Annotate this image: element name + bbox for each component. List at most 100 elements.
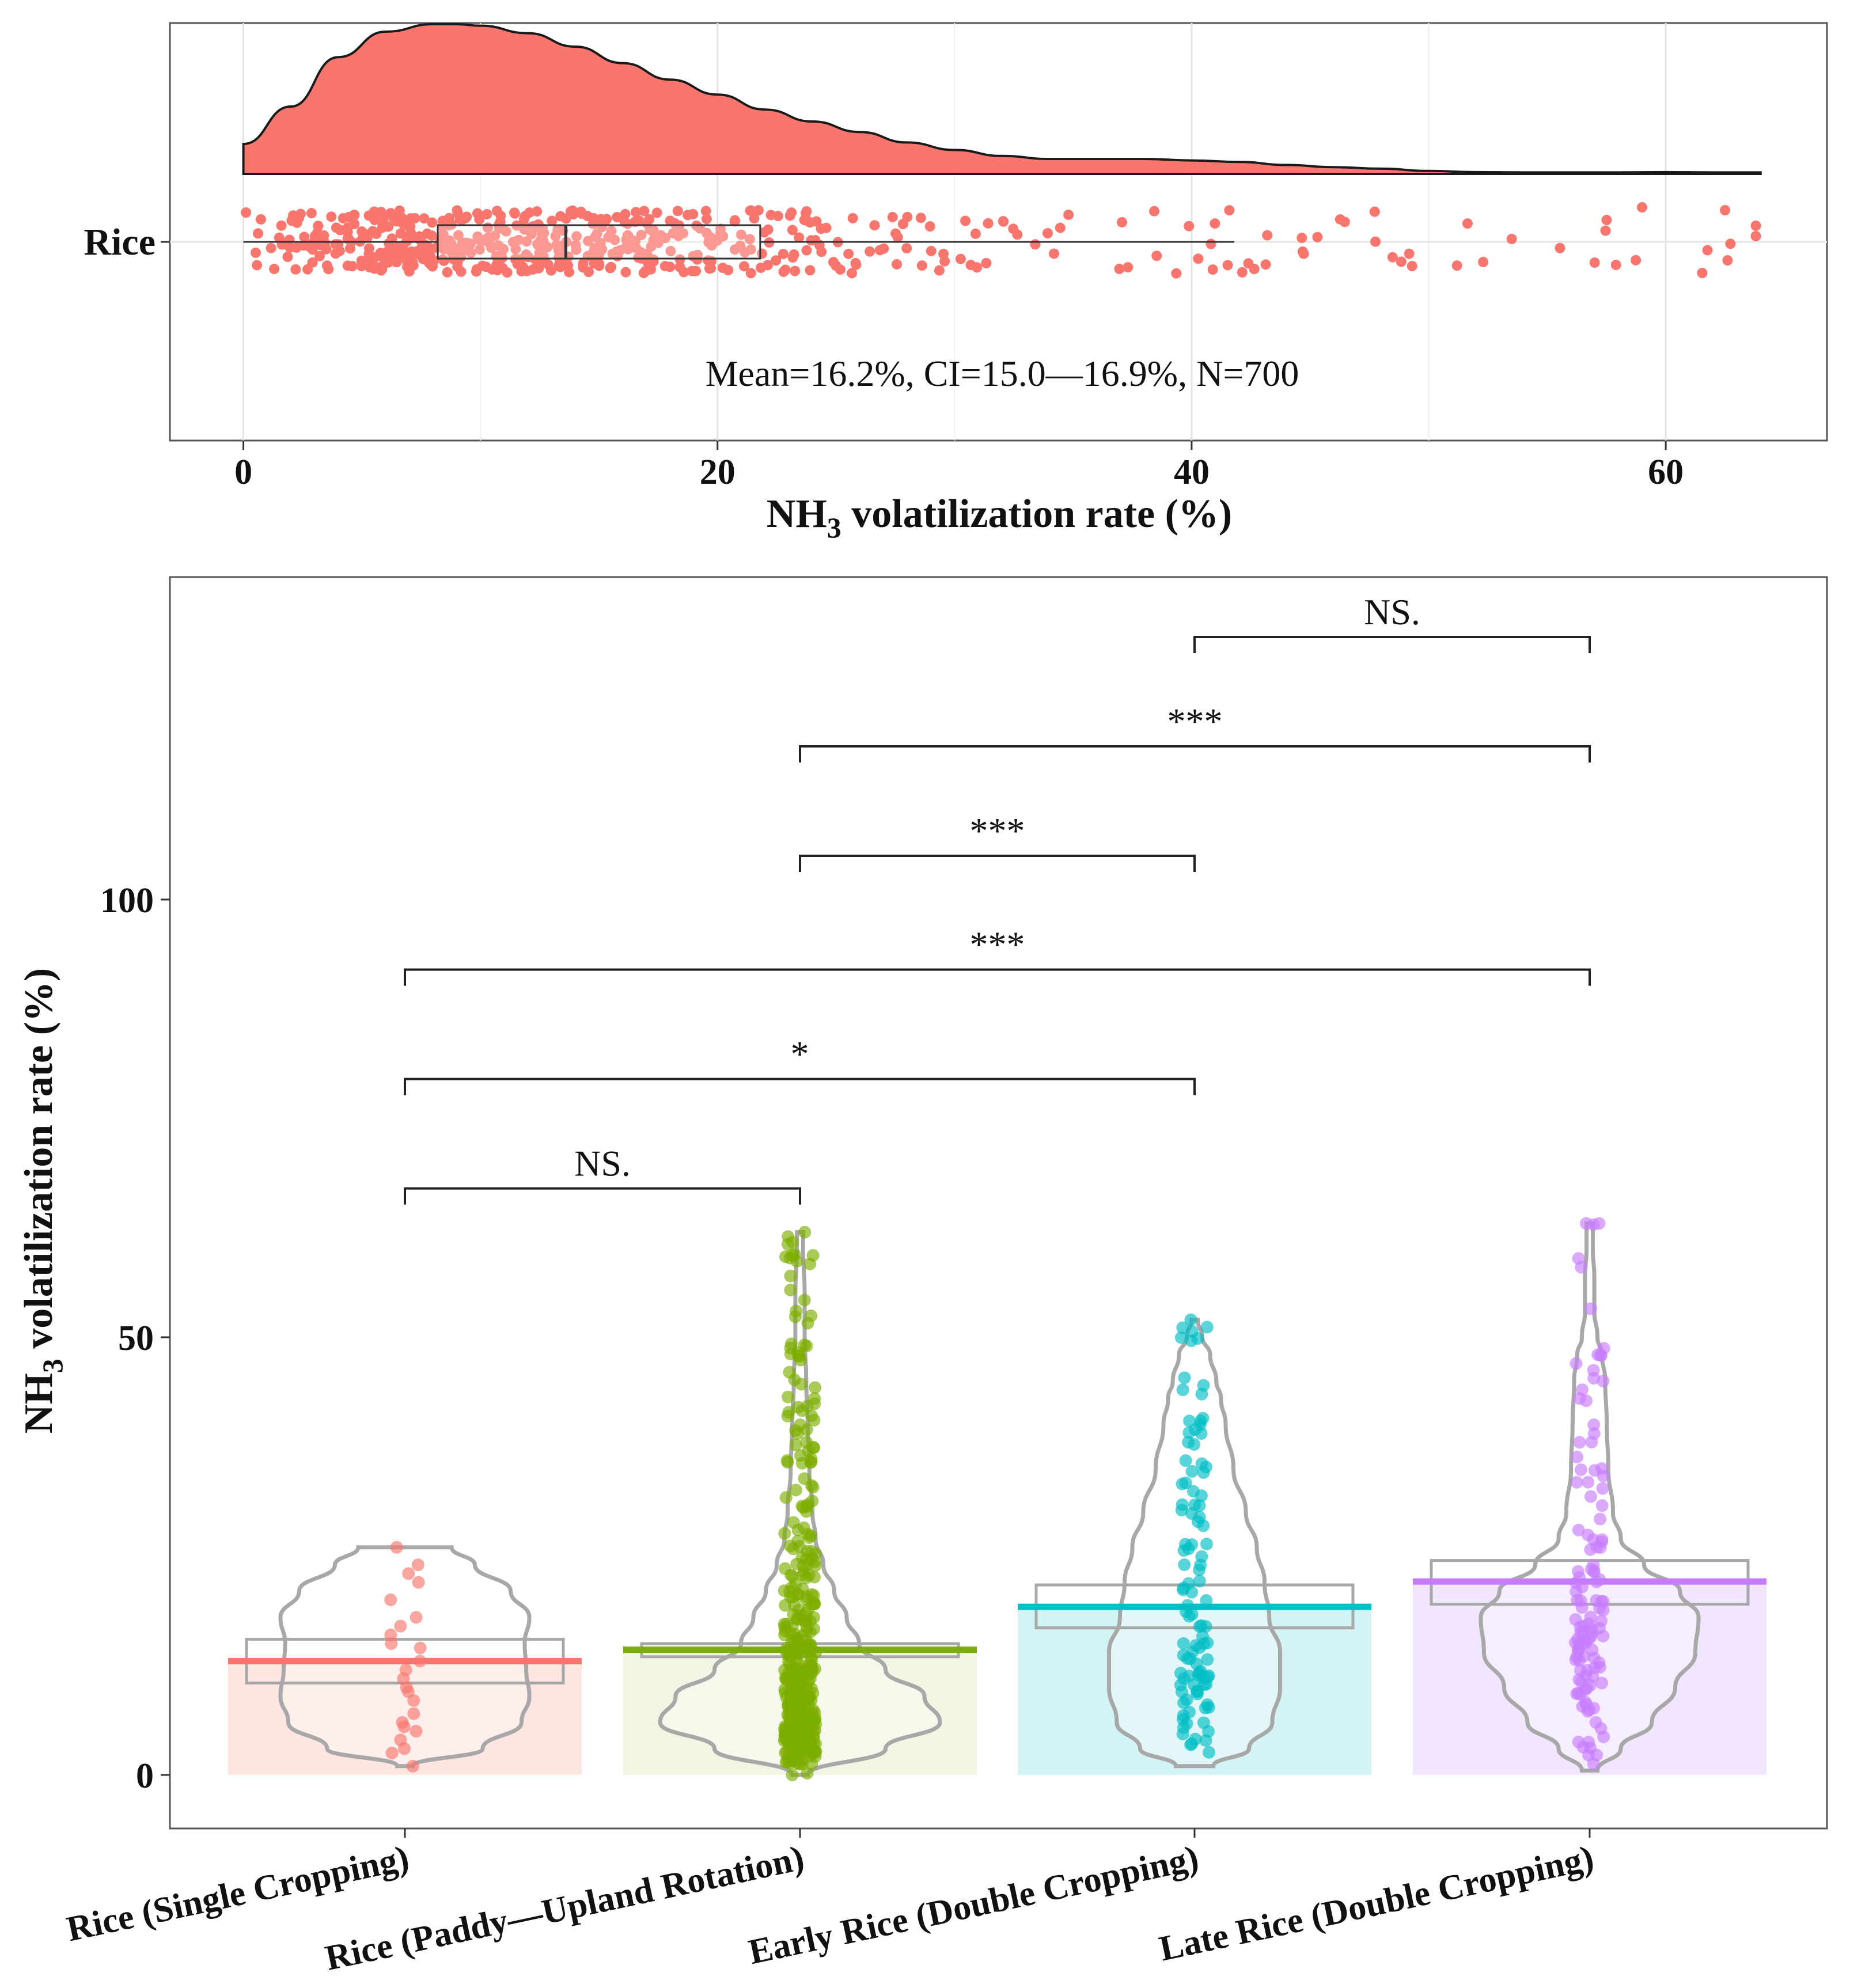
data-point: [955, 253, 966, 264]
data-point: [749, 213, 760, 224]
data-point: [418, 253, 429, 264]
data-point: [960, 215, 971, 226]
data-point: [798, 1293, 811, 1307]
data-point: [745, 205, 756, 216]
data-point: [465, 247, 476, 258]
data-point: [252, 260, 263, 271]
comparison-bracket: *: [404, 1034, 1196, 1095]
data-point: [491, 206, 502, 217]
data-point: [1195, 1457, 1208, 1470]
data-point: [369, 263, 380, 274]
data-point: [806, 1249, 820, 1262]
data-point: [486, 242, 497, 253]
data-point: [407, 1707, 420, 1720]
data-point: [252, 228, 263, 239]
data-point: [784, 1269, 797, 1283]
data-point: [648, 235, 659, 246]
data-point: [801, 206, 812, 217]
data-point: [1585, 1623, 1598, 1636]
data-point: [391, 257, 402, 268]
data-point: [787, 252, 798, 263]
data-point: [700, 206, 711, 217]
data-point: [729, 216, 740, 227]
data-point: [446, 238, 457, 249]
data-point: [786, 1249, 799, 1262]
bracket-line: [799, 855, 1196, 872]
data-point: [790, 265, 801, 276]
data-point: [1186, 1485, 1200, 1498]
data-point: [1193, 1564, 1206, 1577]
data-point: [753, 205, 764, 216]
data-point: [518, 261, 529, 272]
data-point: [1200, 1537, 1214, 1550]
data-point: [1574, 1664, 1587, 1677]
data-point: [1610, 260, 1621, 270]
data-point: [796, 1757, 809, 1770]
data-point: [828, 257, 839, 268]
data-point: [1048, 248, 1059, 259]
bracket-line: [799, 745, 1591, 762]
data-point: [553, 252, 564, 263]
data-point: [1587, 1565, 1601, 1579]
data-point: [1174, 1678, 1187, 1691]
data-point: [805, 1409, 818, 1422]
data-point: [793, 1350, 806, 1363]
data-point: [1407, 261, 1417, 271]
data-point: [1176, 1321, 1189, 1334]
data-point: [744, 234, 755, 245]
data-point: [547, 215, 558, 226]
significance-label: ***: [1167, 701, 1223, 742]
data-point: [1201, 1653, 1214, 1666]
data-point: [902, 211, 913, 222]
data-point: [537, 223, 548, 234]
data-point: [480, 261, 491, 272]
data-point: [1185, 1507, 1198, 1520]
data-point: [924, 221, 935, 232]
x-tick-label: 20: [700, 453, 736, 492]
data-point: [611, 246, 622, 257]
data-point: [349, 218, 360, 229]
data-point: [1189, 1639, 1203, 1652]
data-point: [1636, 202, 1647, 213]
data-point: [1572, 1523, 1585, 1536]
data-point: [1224, 205, 1235, 216]
comparison-bracket: ***: [799, 810, 1196, 872]
data-point: [571, 244, 582, 255]
data-point: [402, 257, 413, 268]
violin-outline: [278, 1545, 532, 1769]
data-point: [794, 232, 805, 243]
data-point: [1595, 1535, 1608, 1549]
data-point: [1200, 1321, 1214, 1334]
data-point: [266, 242, 276, 253]
data-point: [482, 208, 492, 219]
data-point: [738, 261, 749, 272]
data-point: [457, 238, 468, 249]
data-point: [299, 232, 310, 242]
data-point: [1260, 259, 1271, 270]
data-point: [376, 207, 386, 218]
data-point: [800, 1436, 813, 1449]
data-point: [1195, 1427, 1208, 1440]
data-point: [807, 1730, 820, 1743]
x-axis-title-subscript: 3: [827, 511, 841, 544]
data-point: [701, 214, 712, 225]
data-point: [1588, 1661, 1601, 1674]
data-point: [1574, 1594, 1587, 1607]
data-point: [452, 261, 463, 272]
data-point: [241, 207, 252, 218]
data-point: [1587, 1757, 1600, 1770]
data-point: [523, 252, 534, 263]
data-point: [800, 1340, 813, 1353]
data-point: [1176, 1477, 1189, 1490]
data-point: [736, 229, 746, 240]
data-point: [383, 257, 394, 268]
data-point: [771, 255, 782, 266]
data-point: [847, 268, 858, 279]
data-point: [1179, 1454, 1192, 1467]
data-point: [385, 208, 396, 219]
data-point: [1702, 245, 1713, 256]
data-point: [756, 248, 767, 259]
data-point: [701, 227, 712, 238]
data-point: [1594, 1512, 1607, 1526]
